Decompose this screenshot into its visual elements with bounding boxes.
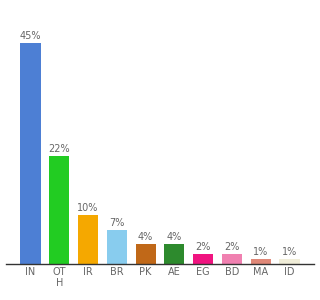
Text: 7%: 7% [109,218,124,228]
Bar [78,215,98,264]
Bar [279,259,300,264]
Bar [136,244,156,264]
Text: 1%: 1% [282,247,297,257]
Bar [49,156,69,264]
Text: 4%: 4% [167,232,182,242]
Text: 2%: 2% [196,242,211,252]
Bar [107,230,127,264]
Text: 1%: 1% [253,247,268,257]
Bar [251,259,271,264]
Text: 2%: 2% [224,242,240,252]
Bar [20,43,41,264]
Text: 45%: 45% [20,32,41,41]
Bar [222,254,242,264]
Text: 4%: 4% [138,232,153,242]
Bar [164,244,184,264]
Text: 22%: 22% [48,144,70,154]
Bar [193,254,213,264]
Text: 10%: 10% [77,203,99,213]
